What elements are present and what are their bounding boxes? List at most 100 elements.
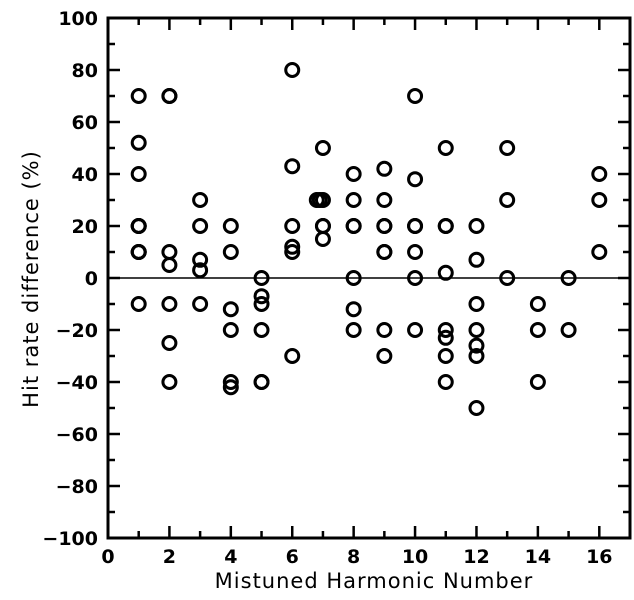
data-point [376, 348, 393, 364]
data-point [284, 348, 301, 364]
data-point [130, 88, 147, 104]
data-point [376, 218, 393, 234]
y-tick-label: 60 [72, 112, 98, 134]
data-point [468, 400, 485, 416]
data-point [130, 296, 147, 312]
data-point [468, 218, 485, 234]
y-tick-label: −80 [56, 476, 98, 498]
y-tick-label: 40 [72, 164, 98, 186]
data-point [407, 218, 424, 234]
data-point [499, 192, 516, 208]
data-point [376, 322, 393, 338]
data-point [499, 140, 516, 156]
data-point [284, 238, 301, 255]
data-point [130, 134, 147, 151]
data-point [130, 166, 147, 182]
data-point [437, 322, 454, 338]
y-tick-labels: −100 −80 −60 −40 −20 0 20 40 60 80 100 [42, 8, 98, 550]
data-point [407, 270, 424, 286]
data-point [192, 192, 209, 208]
data-point [437, 140, 454, 156]
data-point [314, 192, 331, 208]
data-point [407, 322, 424, 338]
data-point [284, 218, 301, 234]
x-tick-label: 16 [586, 546, 612, 568]
data-point [499, 270, 516, 286]
y-tick-label: −40 [56, 372, 98, 394]
data-point [345, 166, 362, 182]
data-point [161, 88, 178, 104]
data-point [314, 231, 331, 247]
x-tick-label: 6 [286, 546, 299, 568]
data-point [161, 244, 178, 260]
data-point [591, 244, 608, 260]
x-tick-label: 12 [463, 546, 489, 568]
y-tick-label: −60 [56, 424, 98, 446]
y-axis-label: Hit rate difference (%) [19, 150, 43, 408]
data-point [437, 264, 454, 281]
plot-area [106, 16, 632, 540]
data-point [222, 374, 239, 390]
data-point [407, 244, 424, 260]
data-point [192, 218, 209, 234]
data-point [161, 335, 178, 351]
data-point [437, 348, 454, 364]
data-point [529, 374, 546, 390]
data-point [253, 322, 270, 338]
data-point [161, 257, 178, 273]
x-tick-label: 10 [402, 546, 428, 568]
data-point [376, 160, 393, 177]
data-point [253, 374, 270, 390]
data-point [314, 140, 331, 156]
data-point [345, 322, 362, 338]
x-tick-label: 14 [525, 546, 551, 568]
x-tick-label: 0 [101, 546, 114, 568]
data-point [130, 244, 147, 260]
x-tick-label: 2 [163, 546, 176, 568]
data-point [591, 192, 608, 208]
data-point [192, 262, 209, 279]
data-point [253, 288, 270, 305]
x-tick-label: 4 [224, 546, 237, 568]
data-point [222, 379, 239, 396]
data-point [222, 322, 239, 338]
data-point [345, 270, 362, 286]
data-point [253, 296, 270, 312]
data-point [284, 158, 301, 175]
data-point [253, 270, 270, 286]
data-point [161, 374, 178, 390]
data-point [376, 192, 393, 208]
data-point [468, 348, 485, 364]
x-tick-label: 8 [347, 546, 360, 568]
y-tick-label: −100 [42, 528, 98, 550]
data-point [130, 218, 147, 234]
data-point [437, 218, 454, 234]
data-point [192, 296, 209, 312]
data-point [192, 251, 209, 268]
data-points [130, 62, 608, 416]
data-point [222, 218, 239, 234]
data-point [560, 270, 577, 286]
data-point [591, 166, 608, 182]
data-point [222, 244, 239, 260]
data-point [468, 296, 485, 312]
data-point [345, 218, 362, 234]
data-point [560, 322, 577, 338]
data-point [161, 296, 178, 312]
y-tick-label: 100 [58, 8, 98, 30]
data-point [284, 62, 301, 78]
y-tick-label: 80 [72, 60, 98, 82]
y-tick-label: −20 [56, 320, 98, 342]
data-point [529, 296, 546, 312]
data-point [468, 251, 485, 268]
data-point [345, 301, 362, 318]
data-point [407, 171, 424, 188]
data-point [222, 301, 239, 318]
y-tick-label: 0 [85, 268, 98, 290]
y-tick-label: 20 [72, 216, 98, 238]
data-point [529, 322, 546, 338]
x-axis-label: Mistuned Harmonic Number [215, 569, 534, 593]
data-point [468, 337, 485, 354]
data-point [468, 322, 485, 338]
